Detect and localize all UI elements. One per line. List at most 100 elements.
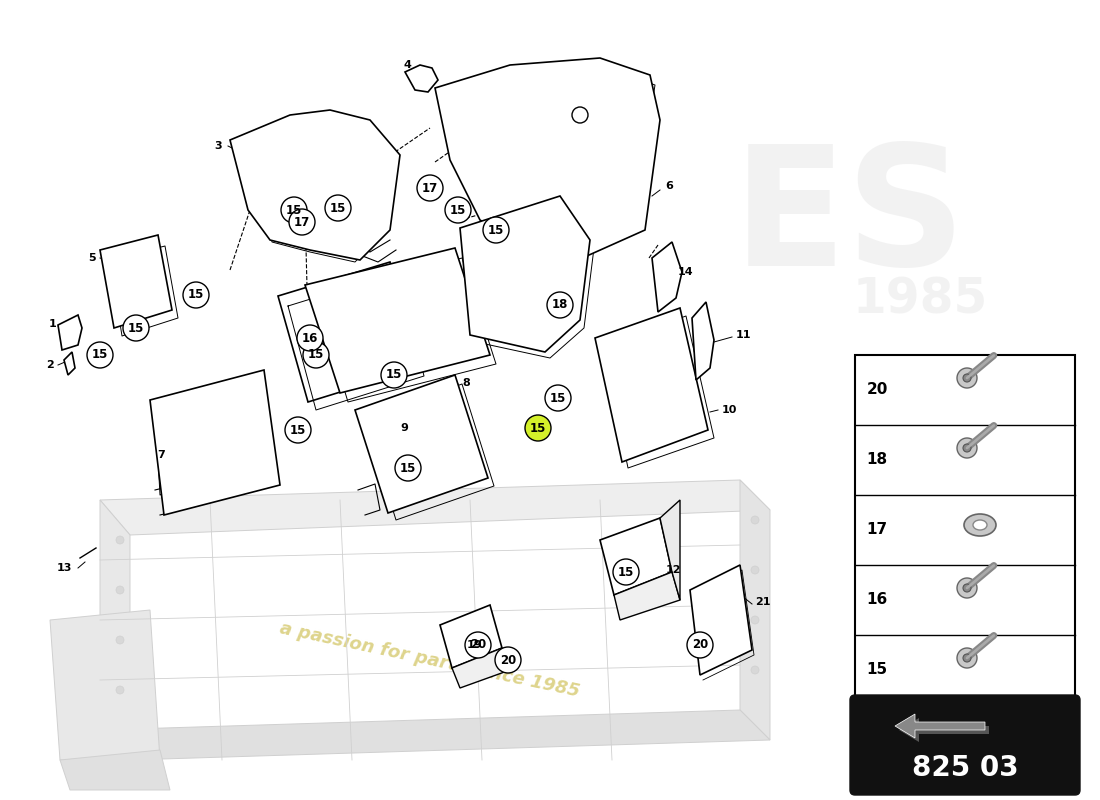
Circle shape (285, 417, 311, 443)
Circle shape (483, 217, 509, 243)
Polygon shape (895, 714, 984, 738)
Circle shape (751, 616, 759, 624)
Text: 17: 17 (294, 215, 310, 229)
Text: 9: 9 (400, 423, 408, 433)
Text: 6: 6 (666, 181, 673, 191)
Polygon shape (405, 65, 438, 92)
Polygon shape (100, 710, 770, 760)
Polygon shape (50, 610, 160, 760)
Circle shape (962, 584, 971, 592)
Text: 14: 14 (678, 267, 694, 277)
Polygon shape (899, 718, 989, 742)
Text: 15: 15 (91, 349, 108, 362)
Text: 3: 3 (214, 141, 222, 151)
Circle shape (547, 292, 573, 318)
Circle shape (957, 648, 977, 668)
Text: 20: 20 (499, 654, 516, 666)
Circle shape (544, 385, 571, 411)
Text: 20: 20 (692, 638, 708, 651)
Polygon shape (652, 242, 682, 312)
Text: 15: 15 (386, 369, 403, 382)
Circle shape (324, 195, 351, 221)
Polygon shape (434, 58, 660, 268)
Circle shape (957, 368, 977, 388)
Circle shape (465, 632, 491, 658)
Text: 18: 18 (552, 298, 569, 311)
Text: 19: 19 (466, 640, 482, 650)
Bar (855, 355, 1075, 705)
Polygon shape (305, 248, 490, 393)
Circle shape (289, 209, 315, 235)
Polygon shape (230, 110, 400, 260)
Polygon shape (58, 315, 82, 350)
Circle shape (751, 516, 759, 524)
Text: 1985: 1985 (852, 276, 988, 324)
Text: 15: 15 (550, 391, 566, 405)
Text: 16: 16 (301, 331, 318, 345)
Text: 15: 15 (188, 289, 205, 302)
Polygon shape (100, 480, 770, 535)
Circle shape (751, 566, 759, 574)
Polygon shape (600, 518, 672, 595)
Text: 15: 15 (487, 223, 504, 237)
Circle shape (297, 325, 323, 351)
Text: 11: 11 (736, 330, 751, 340)
Polygon shape (440, 605, 502, 668)
Circle shape (572, 107, 588, 123)
Polygon shape (100, 235, 172, 328)
Polygon shape (740, 480, 770, 740)
Polygon shape (355, 375, 488, 513)
Text: 2: 2 (46, 360, 54, 370)
Text: ES: ES (733, 138, 967, 302)
Text: 18: 18 (867, 453, 888, 467)
Circle shape (613, 559, 639, 585)
Circle shape (123, 315, 148, 341)
Text: 15: 15 (399, 462, 416, 474)
Circle shape (446, 197, 471, 223)
Polygon shape (692, 302, 714, 380)
Text: 4: 4 (403, 60, 411, 70)
Polygon shape (690, 565, 752, 675)
Circle shape (957, 438, 977, 458)
Text: a passion for parts since 1985: a passion for parts since 1985 (278, 619, 582, 701)
Polygon shape (100, 500, 130, 760)
Text: 12: 12 (666, 565, 682, 575)
Polygon shape (595, 308, 708, 462)
Text: 17: 17 (867, 522, 888, 538)
Text: 15: 15 (618, 566, 635, 578)
Circle shape (116, 686, 124, 694)
FancyBboxPatch shape (850, 695, 1080, 795)
Circle shape (381, 362, 407, 388)
Polygon shape (60, 750, 170, 790)
Circle shape (688, 632, 713, 658)
Ellipse shape (964, 514, 996, 536)
Circle shape (957, 578, 977, 598)
Text: 15: 15 (289, 423, 306, 437)
Text: 15: 15 (450, 203, 466, 217)
Text: 15: 15 (308, 349, 324, 362)
Text: 1: 1 (48, 319, 56, 329)
Circle shape (525, 415, 551, 441)
Circle shape (116, 536, 124, 544)
Text: 10: 10 (722, 405, 737, 415)
Circle shape (751, 666, 759, 674)
Circle shape (962, 654, 971, 662)
Circle shape (962, 444, 971, 452)
Text: 7: 7 (157, 450, 165, 460)
Text: 5: 5 (88, 253, 96, 263)
Text: 15: 15 (530, 422, 547, 434)
Polygon shape (452, 648, 510, 688)
Polygon shape (614, 572, 680, 620)
Polygon shape (278, 262, 418, 402)
Text: 8: 8 (462, 378, 470, 388)
Text: 21: 21 (755, 597, 770, 607)
Text: 16: 16 (867, 593, 888, 607)
Polygon shape (460, 196, 590, 352)
Text: 20: 20 (470, 638, 486, 651)
Text: 17: 17 (422, 182, 438, 194)
Polygon shape (150, 370, 280, 515)
Polygon shape (64, 352, 75, 375)
Circle shape (962, 374, 971, 382)
Circle shape (183, 282, 209, 308)
Circle shape (495, 647, 521, 673)
